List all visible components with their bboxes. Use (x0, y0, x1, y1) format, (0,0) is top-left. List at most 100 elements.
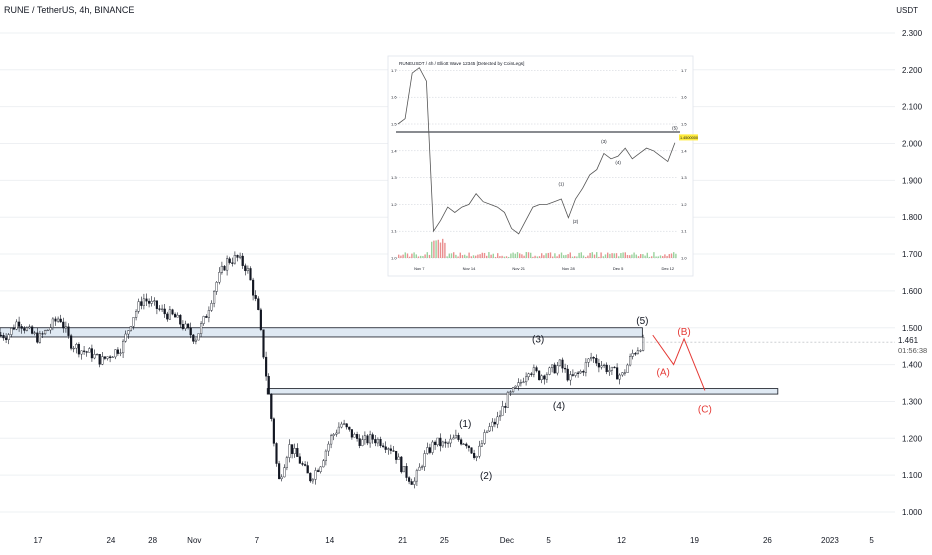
candle-body (0, 334, 2, 337)
inset-x-tick: Nov 28 (562, 266, 575, 271)
candle-body (51, 318, 54, 328)
candle-body (402, 466, 405, 473)
inset-volume-bar (439, 242, 442, 258)
inset-volume-bar (620, 253, 622, 258)
inset-volume-bar (657, 256, 659, 258)
candle-body (280, 476, 283, 480)
candle-body (44, 330, 47, 335)
candle-body (496, 416, 499, 425)
candle-body (545, 374, 548, 380)
wave-label: (2) (480, 471, 492, 482)
inset-volume-bar (560, 252, 563, 258)
inset-wave-label: (5) (672, 125, 678, 130)
x-tick-label: 5 (546, 536, 551, 545)
x-tick-label: Dec (500, 536, 514, 545)
y-tick-label: 1.100 (902, 471, 923, 480)
inset-volume-bar (596, 252, 598, 258)
inset-volume-bar (565, 254, 567, 258)
candle-body (171, 309, 174, 315)
candle-body (639, 350, 642, 352)
x-tick-label: 25 (440, 536, 449, 545)
candle-body (265, 356, 268, 377)
inset-volume-bar (519, 253, 521, 258)
inset-y-tick-left: 1.7 (391, 68, 397, 73)
inset-volume-bar (417, 256, 420, 258)
candle-body (337, 426, 340, 434)
inset-y-tick-right: 1.4 (681, 148, 687, 153)
candle-body (452, 437, 455, 440)
inset-volume-bar (622, 252, 624, 258)
candle-body (309, 472, 312, 482)
candle-body (608, 370, 611, 373)
candle-body (147, 300, 151, 304)
inset-volume-bar (466, 255, 468, 258)
inset-volume-bar (428, 254, 431, 258)
inset-volume-bar (510, 253, 512, 258)
candle-body (254, 295, 257, 299)
x-tick-label: 14 (325, 536, 334, 545)
candle-body (358, 438, 361, 446)
candle-body (173, 313, 177, 318)
candle-body (225, 258, 229, 271)
inset-volume-bar (640, 254, 642, 258)
x-tick-label: 28 (148, 536, 157, 545)
candle-body (31, 326, 34, 334)
candle-body (423, 453, 426, 467)
inset-volume-bar (633, 252, 635, 258)
inset-volume-bar (527, 252, 530, 258)
inset-y-tick-left: 1.0 (391, 256, 397, 261)
candle-body (46, 329, 49, 332)
candle-body (504, 406, 507, 408)
inset-volume-bar (536, 256, 538, 258)
candle-body (595, 358, 598, 364)
inset-volume-bar (637, 256, 640, 258)
inset-volume-bar (450, 253, 453, 258)
inset-volume-bar (675, 253, 677, 258)
y-tick-label: 2.000 (902, 140, 923, 149)
candle-body (579, 371, 582, 374)
inset-frame (387, 55, 694, 277)
inset-volume-bar (523, 255, 525, 258)
inset-x-tick: Dec 12 (661, 266, 674, 271)
candle-body (298, 456, 301, 464)
candle-body (410, 481, 413, 485)
candle-body (454, 434, 457, 439)
candle-body (587, 358, 590, 363)
candle-body (522, 381, 525, 383)
candle-body (382, 445, 385, 447)
candle-body (210, 302, 213, 311)
candle-body (98, 354, 101, 365)
inset-volume-bar (516, 252, 519, 258)
candle-body (168, 309, 171, 320)
inset-volume-bar (574, 256, 576, 258)
candle-body (257, 298, 260, 311)
inset-volume-bar (659, 255, 662, 258)
candle-body (236, 255, 239, 258)
inset-volume-bar (604, 254, 607, 258)
candle-body (629, 356, 632, 366)
inset-volume-bar (541, 253, 543, 258)
inset-volume-bar (615, 253, 618, 258)
inset-volume-bar (409, 256, 411, 258)
inset-volume-bar (422, 256, 424, 258)
candle-body (129, 326, 132, 331)
inset-y-tick-left: 1.5 (391, 122, 397, 127)
candle-body (49, 327, 52, 331)
inset-wave-label: (1) (559, 182, 565, 187)
candle-body (33, 332, 36, 334)
candle-body (361, 439, 364, 446)
candle-body (592, 357, 595, 359)
candle-body (488, 426, 491, 432)
candle-body (470, 447, 473, 454)
candle-body (218, 272, 221, 283)
candle-body (241, 255, 244, 266)
candle-body (207, 310, 210, 318)
inset-volume-bar (464, 254, 466, 258)
candle-body (353, 434, 356, 438)
inset-volume-bar (651, 256, 653, 258)
candle-body (478, 445, 481, 457)
wave-label: (1) (459, 419, 471, 430)
candle-body (288, 444, 291, 458)
